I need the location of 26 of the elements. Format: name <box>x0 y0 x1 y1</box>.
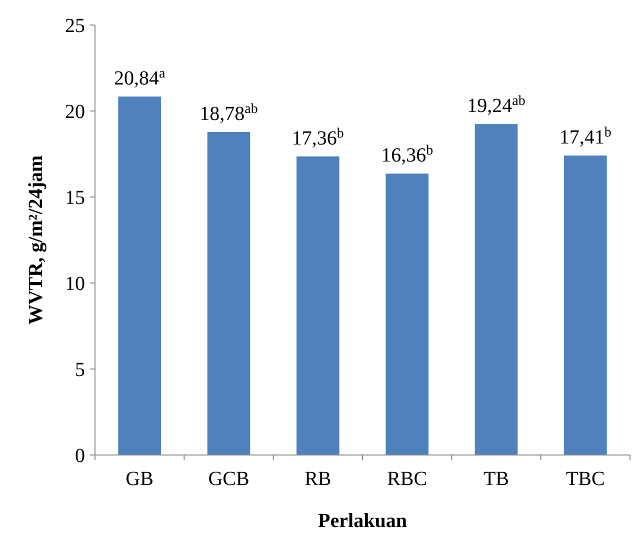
y-tick-label: 15 <box>65 187 85 209</box>
x-tick-label: RB <box>304 468 332 490</box>
bar <box>296 156 340 455</box>
data-label: 18,78$^{ab}$ <box>200 101 258 125</box>
x-tick-label: GCB <box>208 468 250 490</box>
bar <box>118 96 161 455</box>
x-tick-label: TB <box>483 468 510 490</box>
data-label: 19,24$^{ab}$ <box>467 94 526 118</box>
x-tick-label: RBC <box>387 468 428 490</box>
bar <box>564 156 607 455</box>
data-label: 16,36$^{b}$ <box>381 143 434 167</box>
y-tick-label: 20 <box>65 101 85 123</box>
data-label: 17,41$^{b}$ <box>559 125 612 149</box>
x-axis-title: Perlakuan <box>318 510 407 532</box>
data-label: 17,36$^{b}$ <box>292 126 344 150</box>
data-label: 20,84$^{a}$ <box>114 66 166 90</box>
bar <box>386 174 428 455</box>
y-tick-label: 5 <box>75 359 85 381</box>
bar <box>207 132 250 455</box>
y-tick-label: 0 <box>75 445 85 467</box>
y-tick-label: 25 <box>65 15 85 37</box>
bar <box>474 124 518 455</box>
x-tick-label: GB <box>126 468 154 490</box>
y-tick-label: 10 <box>65 273 85 295</box>
y-axis-title: WVTR, g/m²/24jam <box>25 155 47 325</box>
x-tick-label: TBC <box>566 468 605 490</box>
